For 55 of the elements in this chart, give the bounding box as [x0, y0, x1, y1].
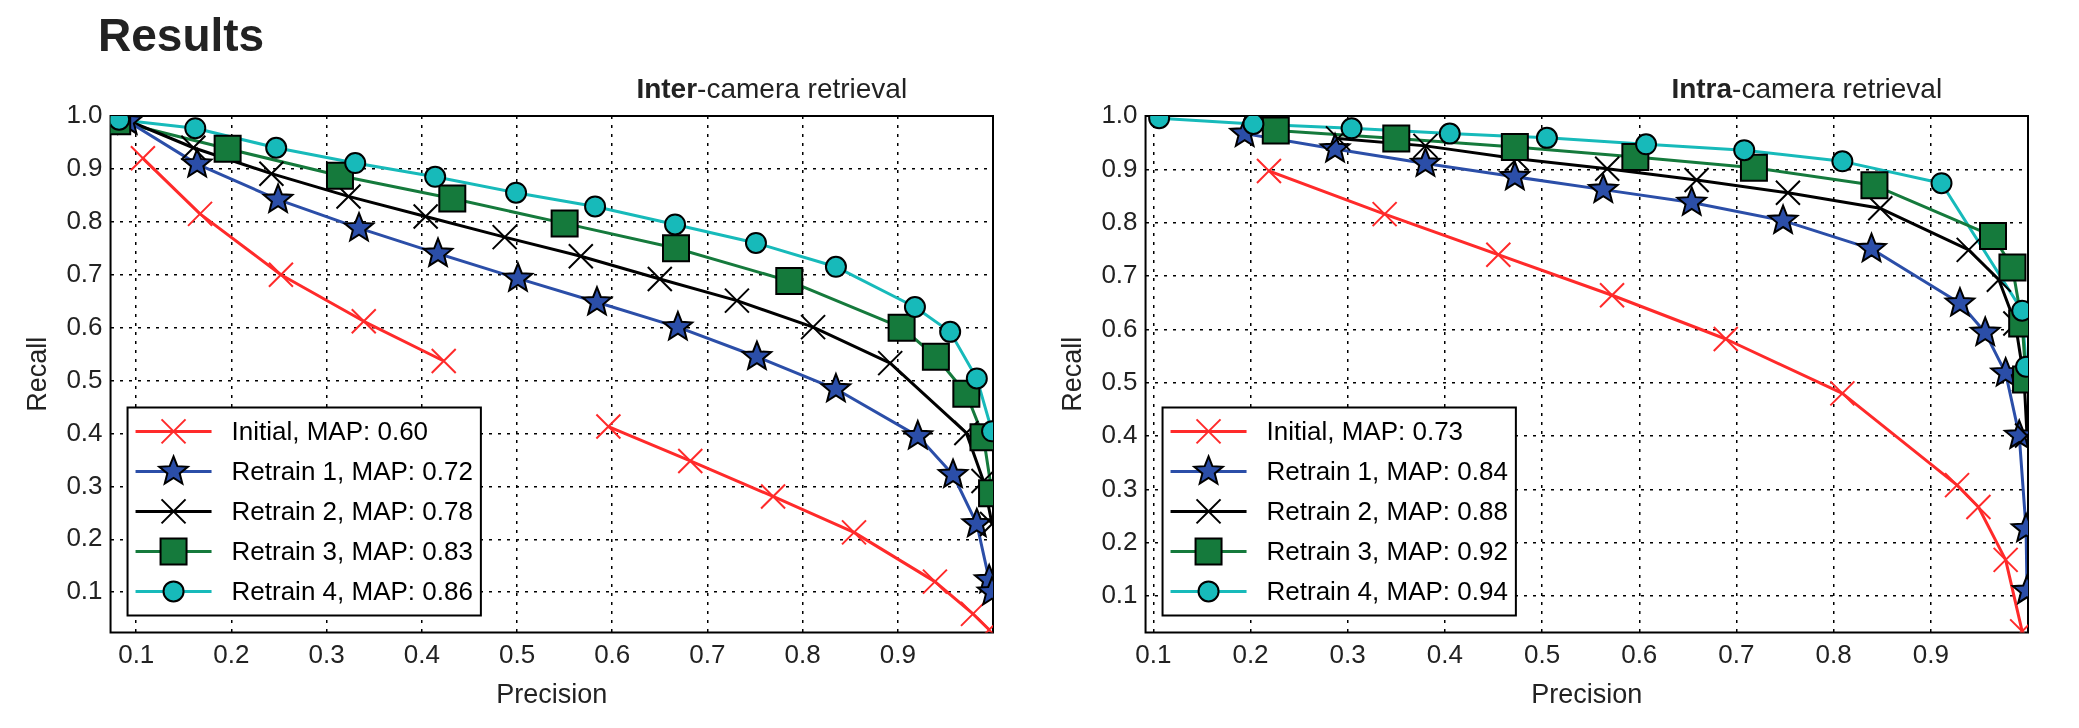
y-tick-label: 0.9 [1101, 152, 1138, 183]
x-tick-label: 0.3 [1329, 639, 1366, 670]
x-tick-label: 0.8 [1815, 639, 1852, 670]
y-tick-label: 0.3 [66, 469, 103, 500]
y-tick-label: 0.7 [66, 257, 103, 288]
legend-label: Retrain 4, MAP: 0.86 [231, 575, 473, 606]
x-tick-label: 0.6 [1621, 639, 1658, 670]
y-axis-title: Recall [21, 336, 52, 412]
x-tick-label: 0.9 [1912, 639, 1949, 670]
y-tick-label: 0.8 [1101, 205, 1138, 236]
y-tick-label: 1.0 [1101, 99, 1138, 130]
y-tick-label: 0.2 [66, 522, 103, 553]
legend-label: Retrain 3, MAP: 0.83 [231, 535, 473, 566]
legend-label: Initial, MAP: 0.60 [231, 415, 429, 446]
x-tick-label: 0.4 [1426, 639, 1463, 670]
legend-label: Retrain 1, MAP: 0.72 [231, 455, 473, 486]
x-axis-title: Precision [496, 679, 608, 710]
y-tick-label: 0.8 [66, 204, 103, 235]
text: Results [98, 8, 265, 62]
chart-title: Intra-camera retrieval [1671, 73, 1943, 104]
x-tick-label: 0.4 [403, 639, 440, 670]
y-tick-label: 0.4 [1101, 419, 1138, 450]
y-tick-label: 0.1 [66, 575, 103, 606]
chart-title: Inter-camera retrieval [636, 73, 908, 104]
y-tick-label: 0.6 [66, 310, 103, 341]
x-tick-label: 0.7 [1718, 639, 1755, 670]
x-tick-label: 0.1 [118, 639, 155, 670]
y-tick-label: 0.6 [1101, 312, 1138, 343]
y-tick-label: 0.4 [66, 416, 103, 447]
x-tick-label: 0.2 [1232, 639, 1269, 670]
x-axis-title: Precision [1531, 679, 1643, 710]
legend-label: Retrain 1, MAP: 0.84 [1266, 455, 1508, 486]
x-tick-label: 0.7 [689, 639, 726, 670]
y-axis-title: Recall [1056, 336, 1087, 412]
y-tick-label: 0.7 [1101, 259, 1138, 290]
legend-label: Retrain 3, MAP: 0.92 [1266, 535, 1508, 566]
y-tick-label: 0.5 [1101, 365, 1138, 396]
x-tick-label: 0.9 [879, 639, 916, 670]
legend-label: Initial, MAP: 0.73 [1266, 415, 1464, 446]
x-tick-label: 0.2 [213, 639, 250, 670]
x-tick-label: 0.5 [498, 639, 536, 670]
y-tick-label: 0.5 [66, 363, 103, 394]
y-tick-label: 0.2 [1101, 525, 1138, 556]
y-tick-label: 1.0 [66, 99, 103, 130]
legend-label: Retrain 4, MAP: 0.94 [1266, 575, 1508, 606]
y-tick-label: 0.3 [1101, 472, 1138, 503]
x-tick-label: 0.8 [784, 639, 821, 670]
legend-label: Retrain 2, MAP: 0.88 [1266, 495, 1508, 526]
legend-label: Retrain 2, MAP: 0.78 [231, 495, 473, 526]
x-tick-label: 0.3 [308, 639, 345, 670]
y-tick-label: 0.9 [66, 152, 103, 183]
x-tick-label: 0.6 [594, 639, 631, 670]
x-tick-label: 0.5 [1523, 639, 1561, 670]
y-tick-label: 0.1 [1101, 579, 1138, 610]
x-tick-label: 0.1 [1135, 639, 1172, 670]
